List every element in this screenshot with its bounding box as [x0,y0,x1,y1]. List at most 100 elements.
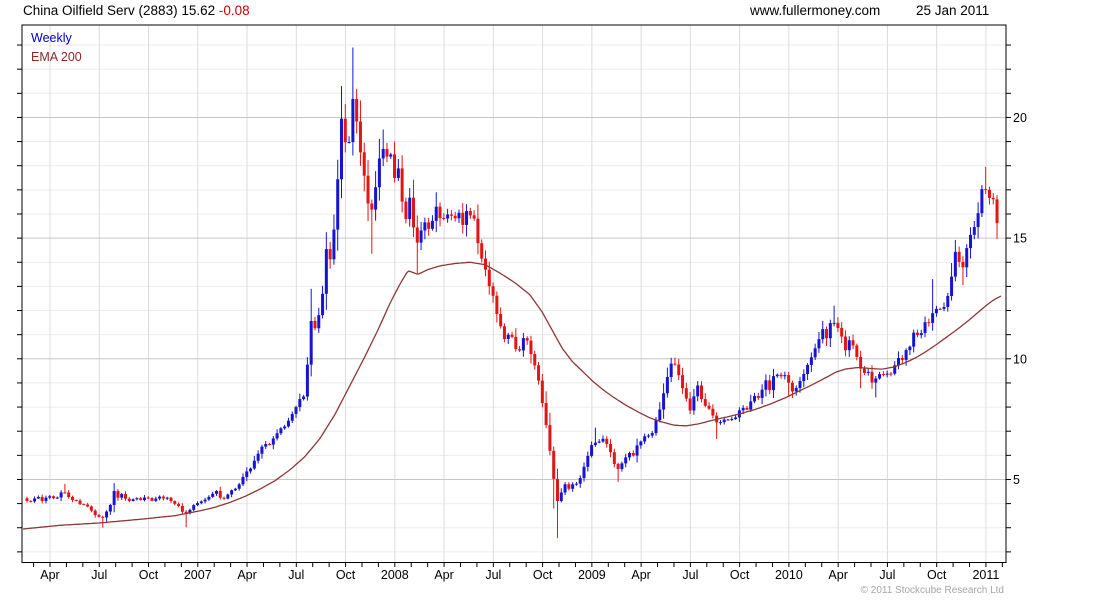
candle-body [245,471,249,477]
candle-body [987,189,991,198]
candle-body [537,365,541,381]
candle-body [332,229,336,260]
candle-body [658,409,662,421]
candle-body [150,498,154,501]
candle-body [389,154,393,157]
candle-body [783,375,787,377]
candle-body [412,197,416,228]
candle-body [734,417,738,419]
candle-body [222,497,226,499]
candle-body [938,308,942,310]
candle-body [764,380,768,390]
candle-body [859,356,863,369]
candle-body [93,510,97,516]
candle-body [836,322,840,328]
x-axis-tick-label: Oct [336,568,356,582]
candle-body [419,230,423,243]
candle-body [760,389,764,398]
copyright-notice: © 2011 Stockcube Research Ltd [860,585,1004,596]
candle-body [790,382,794,392]
candle-body [279,428,283,434]
candle-body [961,261,965,268]
candle-body [196,503,200,506]
candle-body [643,436,647,442]
candle-body [33,498,37,502]
ema-line-layer [22,261,1002,530]
candle-body [70,497,74,500]
candle-body [593,442,597,446]
candle-body [821,329,825,340]
candle-body [893,365,897,374]
candle-body [612,452,616,464]
candle-body [900,358,904,360]
y-axis-labels: 5 10 15 20 [1013,111,1027,487]
candle-body [563,484,567,493]
legend-ema-label: EMA 200 [31,50,82,64]
plot-border [21,24,1007,563]
candle-body [919,333,923,336]
candle-body [529,340,533,355]
candle-body [794,388,798,392]
candle-body [514,336,518,350]
candle-body [711,408,715,416]
x-axis-tick-label: Oct [927,568,947,582]
candle-body [654,420,658,434]
candle-body [586,455,590,467]
candle-body [226,494,230,499]
candle-body [275,433,279,439]
candle-body [855,345,859,357]
candle-body [340,118,344,180]
candle-body [609,443,613,453]
candle-body [976,213,980,228]
candle-body [495,295,499,314]
x-axis-tick-label: Apr [237,568,256,582]
candle-body [142,497,146,501]
candle-body [559,492,563,502]
candle-body [298,399,302,408]
y-axis-tick-label: 10 [1013,352,1027,366]
candle-body [677,364,681,376]
candle-body [230,490,234,495]
candle-body [461,212,465,225]
x-axis-tick-label: Jul [682,568,698,582]
candle-body [946,295,950,307]
candle-body [722,419,726,423]
candle-body [912,332,916,347]
candle-body [730,418,734,420]
candle-body [866,371,870,373]
candle-body [889,373,893,375]
x-axis-tick-label: Jul [91,568,107,582]
candle-body [294,407,298,414]
candle-body [305,364,309,397]
candle-body [707,405,711,409]
candle-body [25,498,29,501]
x-axis-tick-label: 2009 [578,568,606,582]
candle-body [116,491,120,498]
candle-body [438,206,442,219]
candle-body [112,491,116,505]
candle-body [135,498,139,500]
candle-body [249,468,253,472]
x-axis-tick-label: Jul [288,568,304,582]
candle-body [972,227,976,235]
x-axis-tick-label: 2010 [775,568,803,582]
candle-body [874,378,878,383]
candle-body [741,407,745,411]
candle-body [343,118,347,143]
candle-body [969,234,973,249]
candle-body [825,329,829,339]
candle-body [480,243,484,259]
candle-body [965,248,969,268]
candle-body [499,313,503,327]
candle-body [218,490,222,498]
candle-body [923,322,927,334]
candle-body [55,497,59,499]
x-axis-tick-label: Apr [434,568,453,582]
candle-body [173,501,177,504]
candle-body [578,478,582,484]
x-axis-tick-label: Apr [828,568,847,582]
candle-body [991,197,995,200]
candle-body [571,484,575,489]
candle-body [828,323,832,339]
candle-body [192,505,196,510]
